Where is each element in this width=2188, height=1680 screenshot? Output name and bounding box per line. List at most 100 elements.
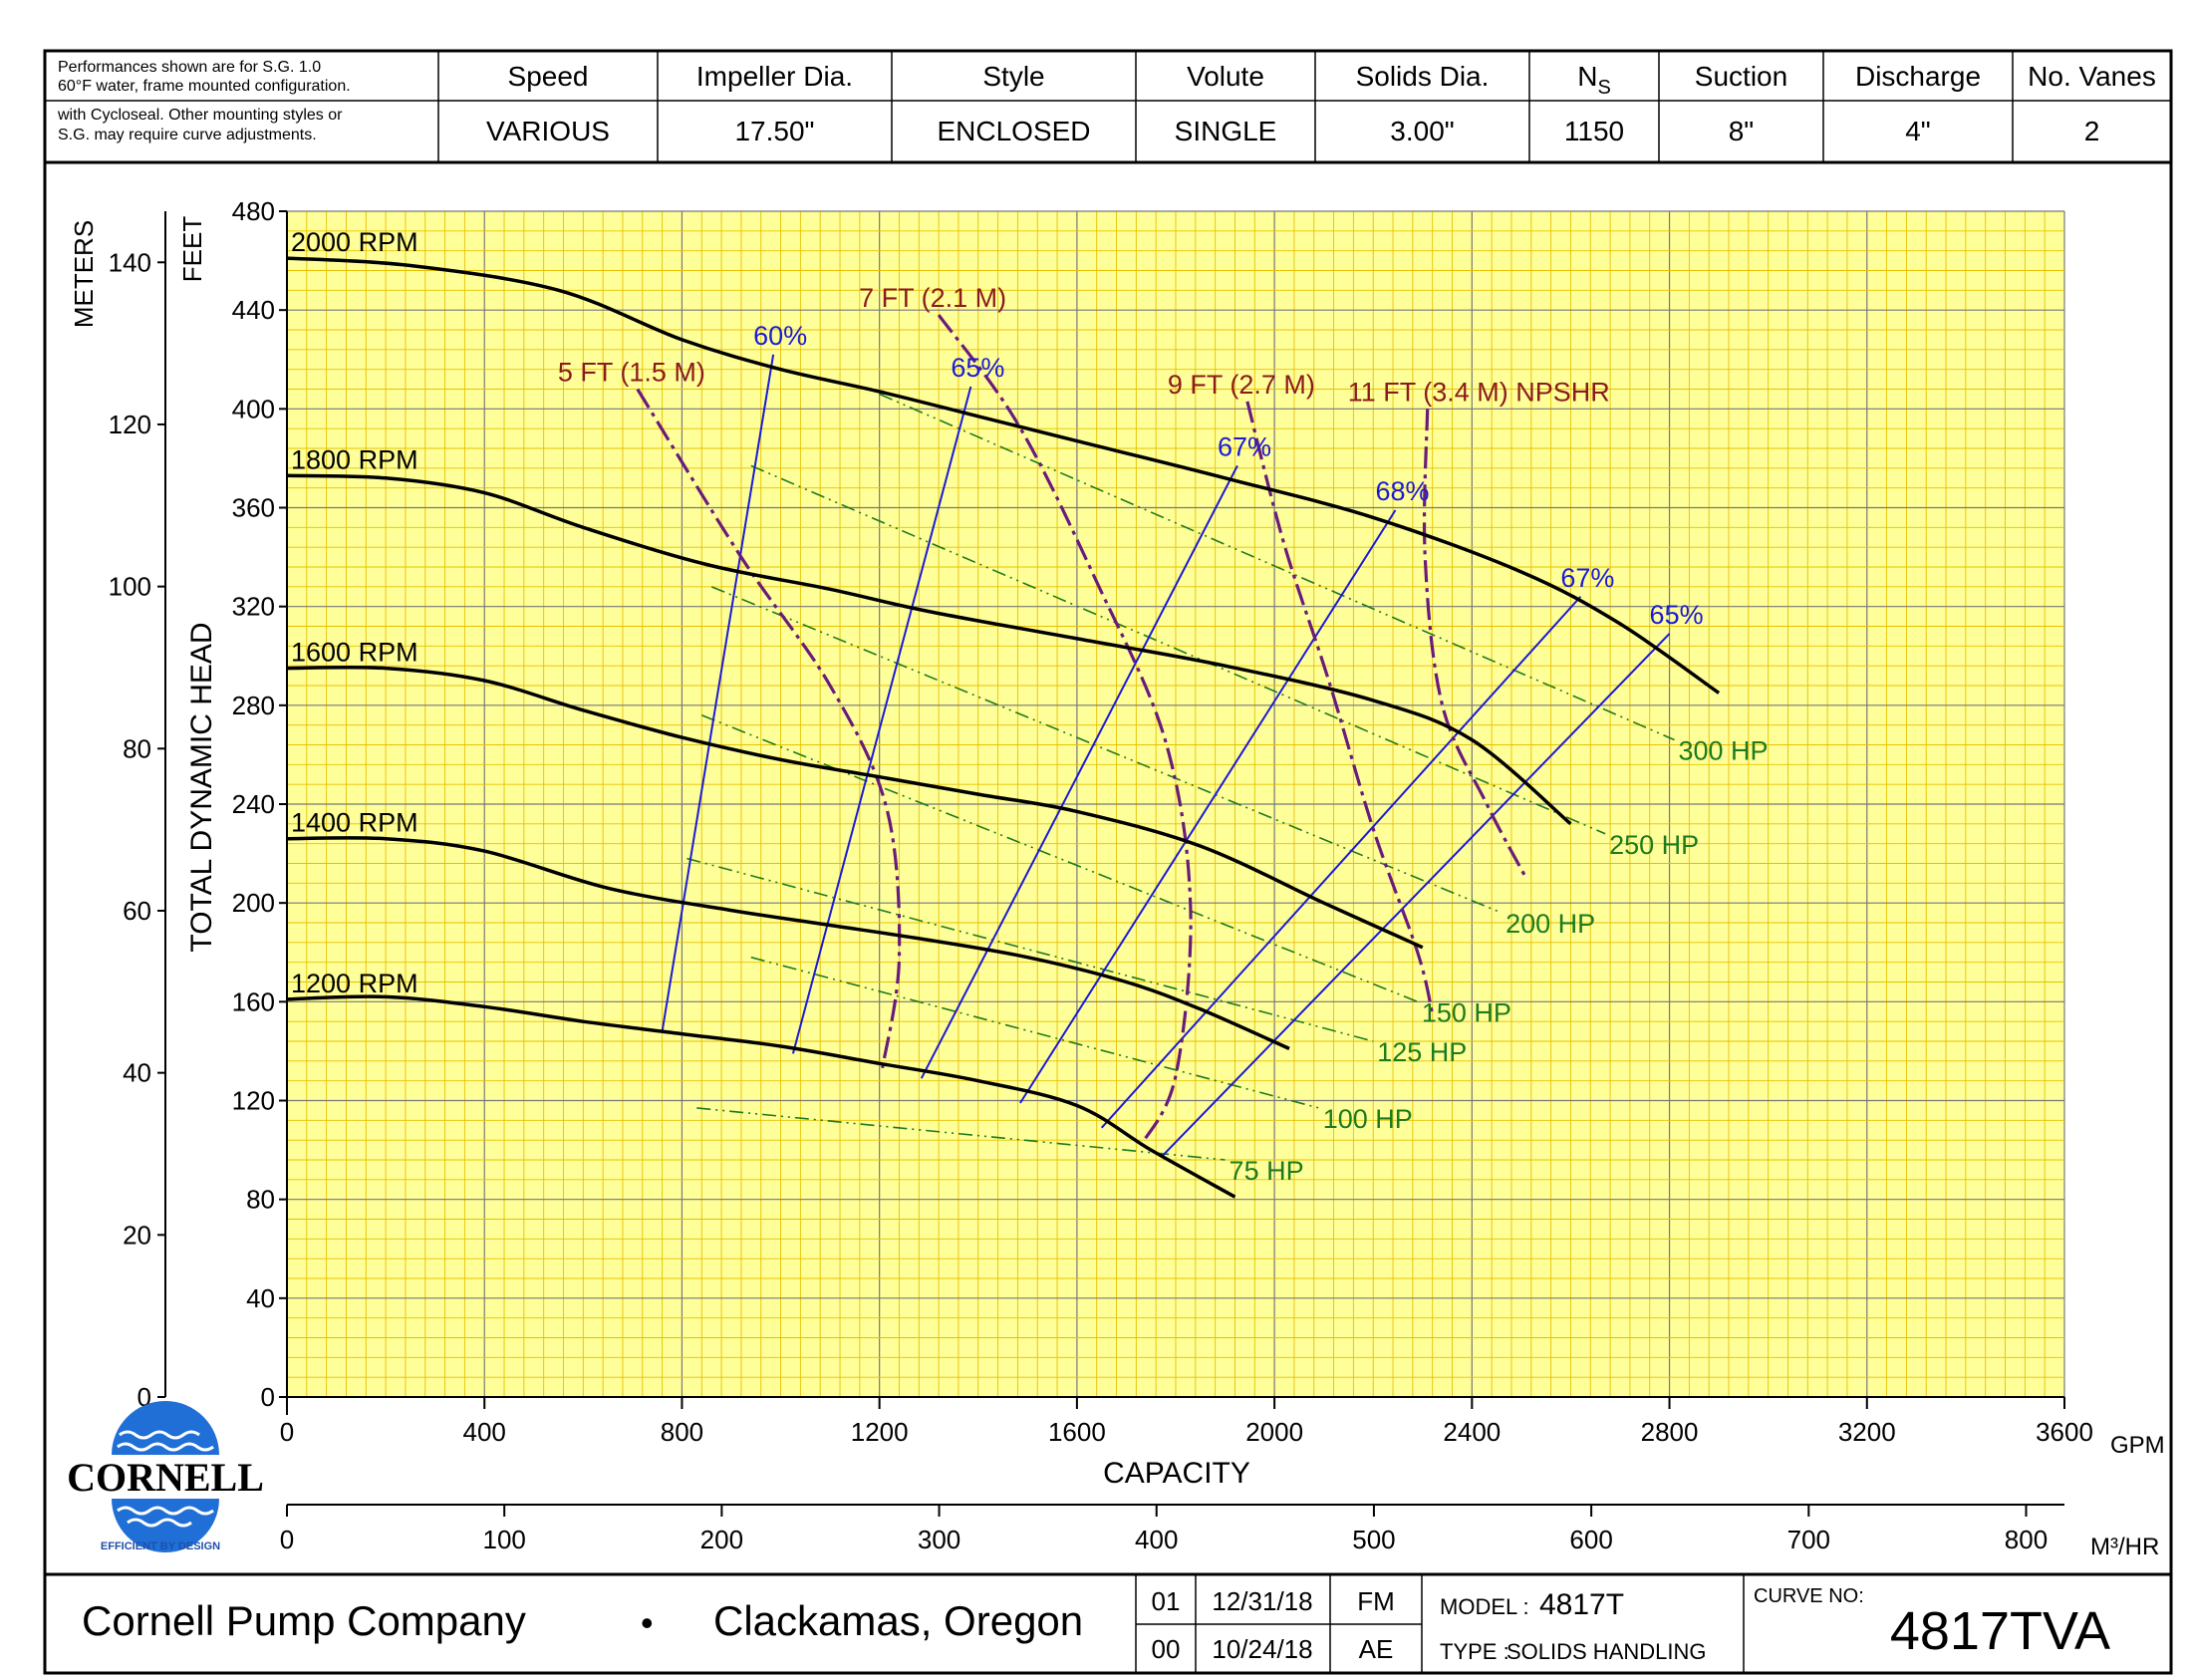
plot-grid <box>286 210 2065 1398</box>
y-axis-unit: FEET <box>177 216 207 283</box>
footer-bullet: • <box>641 1602 654 1643</box>
header-column-label: No. Vanes <box>2028 61 2156 92</box>
rpm-curves <box>286 256 1721 1199</box>
gpm-tick-label: 1200 <box>851 1417 909 1447</box>
m3hr-tick-label: 100 <box>482 1525 525 1554</box>
rpm-curve <box>286 473 1572 826</box>
horsepower-lines <box>686 393 1675 1161</box>
efficiency-line <box>1160 633 1671 1159</box>
meters-tick-label: 60 <box>123 896 151 926</box>
efficiency-label: 65% <box>951 353 1004 383</box>
x-axis-label: CAPACITY <box>1103 1457 1250 1490</box>
hp-label: 100 HP <box>1323 1104 1413 1134</box>
header-column-label: NS <box>1577 61 1611 99</box>
revision-date: 12/31/18 <box>1212 1586 1312 1616</box>
npshr-curve <box>937 314 1193 1146</box>
npshr-curve <box>1422 409 1528 880</box>
logo-wordmark: CORNELL <box>67 1455 264 1500</box>
rpm-label: 2000 RPM <box>291 227 418 257</box>
header-column-value: VARIOUS <box>486 116 610 146</box>
efficiency-label: 65% <box>1650 600 1704 630</box>
curve-number-label: CURVE NO: <box>1754 1585 1864 1607</box>
efficiency-line <box>1019 509 1397 1104</box>
efficiency-line <box>791 386 972 1054</box>
m3hr-tick-label: 500 <box>1352 1525 1395 1554</box>
header-column-value: 17.50" <box>734 116 814 146</box>
efficiency-label: 68% <box>1376 476 1430 506</box>
header-column-label: Volute <box>1187 61 1264 92</box>
model-label: MODEL : <box>1440 1594 1529 1619</box>
rpm-curve <box>286 994 1236 1199</box>
feet-tick-label: 240 <box>232 789 275 819</box>
x-axis-unit: GPM <box>2110 1432 2165 1459</box>
rpm-label: 1400 RPM <box>291 808 418 838</box>
revision-initials: FM <box>1357 1586 1395 1616</box>
rpm-label: 1600 RPM <box>291 638 418 668</box>
header-note-line-2: 60°F water, frame mounted configuration. <box>58 78 351 95</box>
feet-tick-label: 480 <box>232 196 275 226</box>
logo-water-icon <box>112 1401 219 1552</box>
type-value: SOLIDS HANDLING <box>1506 1639 1707 1664</box>
company-location: Clackamas, Oregon <box>713 1597 1083 1644</box>
header-column-value: 8" <box>1729 116 1755 146</box>
header-table: Performances shown are for S.G. 1.0 60°F… <box>45 51 2171 164</box>
rpm-curve <box>286 256 1721 695</box>
meters-tick-label: 20 <box>123 1220 151 1250</box>
m3hr-tick-label: 300 <box>918 1525 960 1554</box>
y-axis-label: TOTAL DYNAMIC HEAD <box>185 622 218 952</box>
header-column-value: SINGLE <box>1175 116 1277 146</box>
hp-label: 150 HP <box>1422 997 1511 1027</box>
feet-tick-label: 0 <box>261 1382 275 1412</box>
gpm-tick-label: 800 <box>661 1417 703 1447</box>
efficiency-label: 60% <box>753 321 807 351</box>
gpm-tick-label: 0 <box>280 1417 294 1447</box>
m3hr-tick-label: 400 <box>1135 1525 1178 1554</box>
m3hr-tick-label: 700 <box>1787 1525 1830 1554</box>
meters-tick-label: 80 <box>123 733 151 763</box>
revision-initials: AE <box>1359 1634 1394 1664</box>
gpm-tick-label: 3600 <box>2036 1417 2093 1447</box>
hp-line <box>710 586 1503 914</box>
type-label: TYPE : <box>1440 1639 1509 1664</box>
feet-tick-label: 120 <box>232 1086 275 1116</box>
header-column-value: 2 <box>2084 116 2100 146</box>
feet-tick-label: 160 <box>232 986 275 1016</box>
rpm-curve <box>286 665 1424 950</box>
rpm-label: 1800 RPM <box>291 444 418 474</box>
npshr-curves <box>636 314 1528 1146</box>
m3hr-tick-label: 800 <box>2005 1525 2048 1554</box>
gpm-tick-label: 2800 <box>1641 1417 1699 1447</box>
feet-tick-label: 40 <box>246 1283 275 1313</box>
efficiency-label: 67% <box>1560 563 1614 593</box>
y2-axis-unit: METERS <box>69 220 99 328</box>
hp-label: 125 HP <box>1377 1037 1467 1067</box>
meters-tick-label: 100 <box>109 572 151 602</box>
npshr-label: 9 FT (2.7 M) <box>1168 370 1315 400</box>
revision-number: 01 <box>1152 1586 1181 1616</box>
header-note-line-3: with Cycloseal. Other mounting styles or <box>57 107 343 124</box>
header-column-label: Style <box>982 61 1044 92</box>
header-column-label: Discharge <box>1855 61 1981 92</box>
revision-number: 00 <box>1152 1634 1181 1664</box>
cornell-logo: CORNELL EFFICIENT BY DESIGN <box>67 1401 264 1552</box>
header-column-label-sub: S <box>1597 77 1610 99</box>
m3hr-tick-label: 0 <box>280 1525 294 1554</box>
feet-tick-label: 400 <box>232 394 275 423</box>
header-column-label: Solids Dia. <box>1356 61 1490 92</box>
header-column-label: Suction <box>1695 61 1787 92</box>
gpm-tick-label: 3200 <box>1838 1417 1896 1447</box>
hp-line <box>696 1107 1226 1161</box>
title-block: Cornell Pump Company • Clackamas, Oregon… <box>45 1572 2171 1673</box>
header-column-value: 3.00" <box>1390 116 1454 146</box>
npshr-label: 11 FT (3.4 M) NPSHR <box>1348 377 1610 407</box>
efficiency-label: 67% <box>1218 431 1271 461</box>
gpm-tick-label: 1600 <box>1048 1417 1106 1447</box>
npshr-curve <box>1245 401 1435 1015</box>
rpm-curve <box>286 836 1290 1051</box>
curve-labels: 300 HP 250 HP 200 HP 150 HP 125 HP 100 HP 75 H… <box>291 227 1769 1186</box>
hp-label: 300 HP <box>1679 736 1769 766</box>
feet-tick-label: 200 <box>232 888 275 918</box>
header-column-value: ENCLOSED <box>937 116 1090 146</box>
